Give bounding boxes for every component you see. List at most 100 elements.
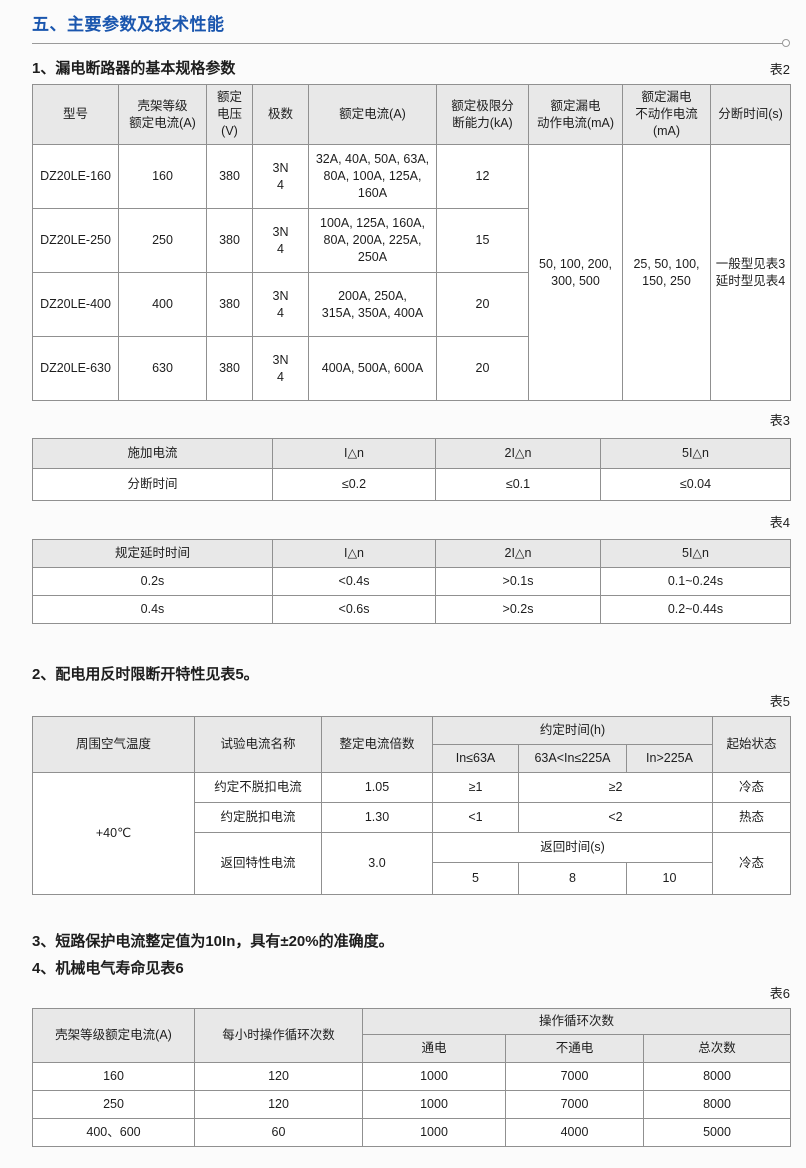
- cell: 冷态: [712, 772, 791, 803]
- table3-trip-time: 施加电流 I△n 2I△n 5I△n 分断时间 ≤0.2 ≤0.1 ≤0.04: [32, 438, 791, 501]
- header-cell: 额定漏电 动作电流(mA): [528, 84, 623, 145]
- cell: 160: [32, 1062, 195, 1091]
- cell: 120: [194, 1090, 363, 1119]
- table4-row: 0.4s <0.6s >0.2s 0.2~0.44s: [32, 595, 791, 624]
- header-cell: 周围空气温度: [32, 716, 195, 773]
- cell: 630: [118, 336, 207, 401]
- cell: ≤0.2: [272, 468, 436, 501]
- header-cell: In>225A: [626, 744, 713, 773]
- cell: <1: [432, 802, 519, 833]
- table5-inverse-time-characteristics: 周围空气温度 试验电流名称 整定电流倍数 约定时间(h) 起始状态 In≤63A…: [32, 716, 791, 895]
- cell: 0.2~0.44s: [600, 595, 791, 624]
- header-cell: 型号: [32, 84, 119, 145]
- cell: 60: [194, 1118, 363, 1147]
- cell: 8: [518, 862, 627, 895]
- table6-row: 250 120 1000 7000 8000: [32, 1090, 792, 1119]
- table5-header-row: 周围空气温度 试验电流名称 整定电流倍数 约定时间(h) 起始状态: [32, 716, 791, 773]
- cell: >0.2s: [435, 595, 601, 624]
- header-cell: 额定 电压(V): [206, 84, 253, 145]
- cell: 0.2s: [32, 567, 273, 596]
- header-cell-conventional-time: 约定时间(h): [432, 716, 713, 745]
- cell: ≥1: [432, 772, 519, 803]
- cell: 分断时间: [32, 468, 273, 501]
- cell: 250: [118, 208, 207, 273]
- section-title: 五、主要参数及技术性能: [32, 15, 225, 34]
- header-cell: 整定电流倍数: [321, 716, 433, 773]
- cell: 200A, 250A, 315A, 350A, 400A: [308, 272, 437, 337]
- cell: 3.0: [321, 832, 433, 895]
- table6-mechanical-electrical-life: 壳架等级额定电流(A) 每小时操作循环次数 操作循环次数 通电 不通电 总次数 …: [32, 1008, 792, 1147]
- cell: 7000: [505, 1062, 644, 1091]
- cell: <0.4s: [272, 567, 436, 596]
- table5-row: 约定脱扣电流 1.30 <1 <2 热态: [33, 802, 791, 833]
- cell: 12: [436, 144, 529, 209]
- cell: 380: [206, 144, 253, 209]
- divider-end-circle-icon: [782, 39, 790, 47]
- header-cell: I△n: [272, 438, 436, 469]
- cell: 20: [436, 336, 529, 401]
- cell: 0.4s: [32, 595, 273, 624]
- cell: 160: [118, 144, 207, 209]
- table5-row: +40℃ 约定不脱扣电流 1.05 ≥1 ≥2 冷态: [32, 772, 791, 895]
- cell: 120: [194, 1062, 363, 1091]
- table2-row: DZ20LE-250 250 380 3N 4 100A, 125A, 160A…: [32, 208, 791, 273]
- table3-header-row: 施加电流 I△n 2I△n 5I△n: [32, 438, 791, 469]
- cell: 380: [206, 272, 253, 337]
- cell: 400: [118, 272, 207, 337]
- header-cell: 试验电流名称: [194, 716, 322, 773]
- cell: 15: [436, 208, 529, 273]
- cell: 返回特性电流: [194, 832, 322, 895]
- table6-row: 160 120 1000 7000 8000: [32, 1062, 792, 1091]
- table5-row: 返回特性电流 3.0 返回时间(s) 冷态: [33, 832, 791, 895]
- table4-label: 表4: [769, 515, 790, 530]
- header-cell: 2I△n: [435, 539, 601, 568]
- header-cell: 壳架等级额定电流(A): [32, 1008, 195, 1063]
- cell: 7000: [505, 1090, 644, 1119]
- cell-return-time-label: 返回时间(s): [432, 832, 713, 863]
- header-cell: 施加电流: [32, 438, 273, 469]
- header-cell: 2I△n: [435, 438, 601, 469]
- cell: 5: [432, 862, 519, 895]
- header-cell: 不通电: [505, 1034, 644, 1063]
- cell: 1000: [362, 1118, 506, 1147]
- cell: 热态: [712, 802, 791, 833]
- cell: ≤0.04: [600, 468, 791, 501]
- header-cell: 5I△n: [600, 539, 791, 568]
- cell: 250: [32, 1090, 195, 1119]
- table4-delay-time: 规定延时时间 I△n 2I△n 5I△n 0.2s <0.4s >0.1s 0.…: [32, 539, 791, 624]
- cell: >0.1s: [435, 567, 601, 596]
- subsection-1-heading: 1、漏电断路器的基本规格参数: [32, 60, 236, 77]
- cell: 0.1~0.24s: [600, 567, 791, 596]
- cell-model: DZ20LE-160: [32, 144, 119, 209]
- header-cell: 通电: [362, 1034, 506, 1063]
- table6-header-row: 壳架等级额定电流(A) 每小时操作循环次数 操作循环次数: [32, 1008, 792, 1063]
- cell: 10: [626, 862, 713, 895]
- table2-header-row: 型号 壳架等级 额定电流(A) 额定 电压(V) 极数 额定电流(A) 额定极限…: [32, 84, 791, 145]
- table5-subheader-row: In≤63A 63A<In≤225A In>225A: [33, 744, 791, 773]
- header-cell-cycles-group: 操作循环次数: [361, 1008, 792, 1035]
- cell: <2: [518, 802, 713, 833]
- header-cell: 极数: [252, 84, 309, 145]
- cell-ambient-temperature: +40℃: [32, 772, 195, 895]
- cell: 32A, 40A, 50A, 63A, 80A, 100A, 125A, 160…: [308, 144, 437, 209]
- cell-leakage-nonoperate-current: 25, 50, 100, 150, 250: [622, 144, 711, 401]
- header-cell: 额定电流(A): [308, 84, 437, 145]
- table2-row: DZ20LE-160 160 380 3N 4 32A, 40A, 50A, 6…: [32, 144, 791, 401]
- cell: 8000: [642, 1062, 792, 1091]
- cell: ≤0.1: [435, 468, 601, 501]
- subsection-1-row: 1、漏电断路器的基本规格参数 表2: [32, 58, 790, 80]
- table2-label: 表2: [769, 62, 790, 77]
- cell: <0.6s: [272, 595, 436, 624]
- table6-label: 表6: [769, 986, 790, 1001]
- cell: 冷态: [712, 832, 791, 895]
- cell-model: DZ20LE-630: [32, 336, 119, 401]
- cell-model: DZ20LE-250: [32, 208, 119, 273]
- cell: 3N 4: [252, 208, 309, 273]
- cell: 20: [436, 272, 529, 337]
- table6-subheader-row: 通电 不通电 总次数: [33, 1034, 792, 1063]
- cell: 3N 4: [252, 272, 309, 337]
- header-cell: 壳架等级 额定电流(A): [118, 84, 207, 145]
- cell: 1.05: [321, 772, 433, 803]
- header-cell: 分断时间(s): [710, 84, 791, 145]
